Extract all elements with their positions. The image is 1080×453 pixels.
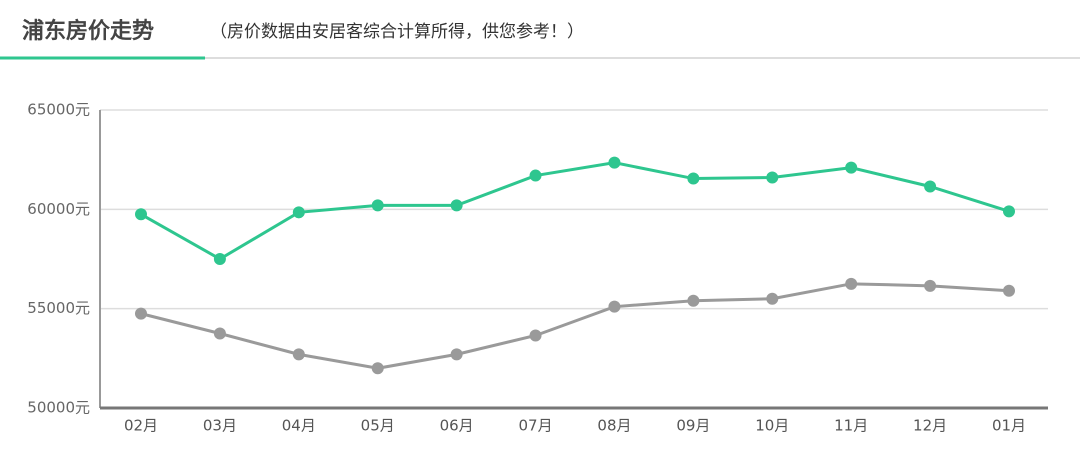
x-tick-label: 07月	[518, 417, 552, 435]
data-point	[135, 307, 147, 320]
x-tick-label: 12月	[913, 417, 947, 435]
x-tick-label: 09月	[676, 417, 710, 435]
data-point	[135, 208, 147, 221]
data-point	[845, 161, 858, 174]
x-tick-label: 06月	[440, 417, 474, 435]
data-point	[292, 206, 305, 219]
data-point	[529, 169, 542, 182]
chart-title: 浦东房价走势	[22, 18, 154, 44]
x-tick-label: 10月	[755, 417, 789, 435]
x-tick-label: 08月	[597, 417, 631, 435]
data-point	[687, 172, 700, 185]
x-tick-label: 02月	[124, 417, 158, 435]
data-point	[450, 199, 463, 212]
x-tick-label: 01月	[992, 417, 1026, 435]
data-point	[292, 348, 305, 361]
data-point	[924, 180, 937, 193]
x-tick-label: 11月	[834, 417, 868, 435]
x-tick-label: 05月	[361, 417, 395, 435]
data-point	[213, 327, 226, 340]
data-point	[608, 156, 621, 169]
data-point	[845, 277, 858, 290]
series-line	[140, 161, 1010, 261]
data-point	[608, 300, 621, 313]
series-line	[140, 282, 1010, 370]
x-tick-label: 04月	[282, 417, 316, 435]
data-point	[766, 171, 779, 184]
data-point	[529, 329, 542, 342]
data-point	[1003, 205, 1015, 218]
y-tick-label: 55000元	[27, 299, 90, 317]
data-point	[1003, 284, 1015, 297]
y-tick-label: 65000元	[27, 101, 90, 119]
data-point	[213, 253, 226, 265]
x-tick-label: 03月	[203, 417, 237, 435]
y-tick-label: 60000元	[27, 200, 90, 218]
data-point	[924, 279, 937, 292]
data-point	[371, 362, 384, 375]
data-point	[371, 199, 384, 212]
chart-subtitle: （房价数据由安居客综合计算所得，供您参考！）	[210, 22, 584, 42]
data-point	[450, 348, 463, 361]
data-point	[766, 292, 779, 305]
y-tick-label: 50000元	[27, 399, 90, 417]
data-point	[687, 294, 700, 307]
